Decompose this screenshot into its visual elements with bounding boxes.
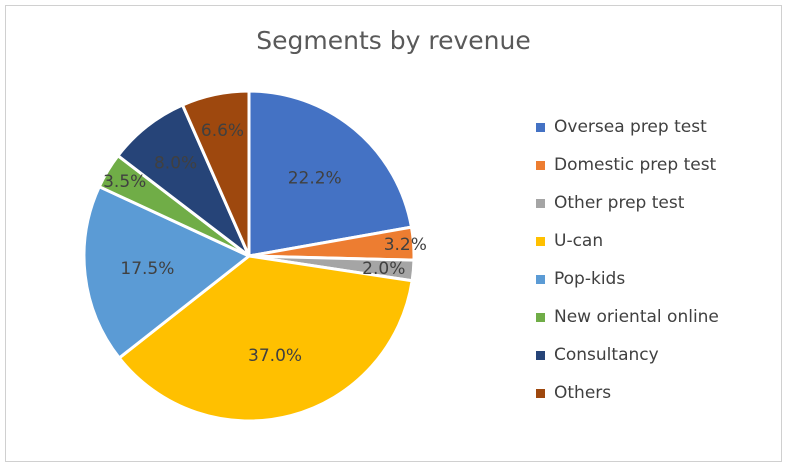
legend-swatch	[536, 274, 545, 284]
legend-item: New oriental online	[536, 298, 719, 336]
pie-slice-others	[180, 89, 251, 257]
chart-title: Segments by revenue	[256, 26, 531, 55]
legend-swatch	[536, 122, 545, 132]
legend-label: New oriental online	[554, 307, 719, 327]
legend-item: U-can	[536, 222, 719, 260]
data-label: 3.2%	[384, 235, 427, 255]
legend-label: Consultancy	[554, 345, 659, 365]
legend-item: Domestic prep test	[536, 146, 719, 184]
legend-label: U-can	[554, 231, 604, 251]
legend-swatch	[536, 350, 545, 360]
legend-item: Consultancy	[536, 336, 719, 374]
data-label: 6.6%	[201, 121, 244, 141]
legend: Oversea prep test Domestic prep test Other…	[536, 108, 719, 412]
legend-swatch	[536, 160, 545, 170]
data-label: 2.0%	[362, 259, 405, 279]
pie-slice-u-can	[117, 254, 414, 423]
legend-label: Other prep test	[554, 193, 685, 213]
legend-label: Pop-kids	[554, 269, 626, 289]
legend-item: Oversea prep test	[536, 108, 719, 146]
pie-slice-pop-kids	[82, 184, 252, 361]
legend-swatch	[536, 198, 545, 208]
legend-label: Oversea prep test	[554, 117, 707, 137]
legend-swatch	[536, 236, 545, 246]
data-label: 37.0%	[248, 346, 302, 366]
pie-slice-oversea-prep-test	[247, 89, 414, 258]
data-label: 17.5%	[120, 259, 174, 279]
legend-label: Domestic prep test	[554, 155, 717, 175]
data-label: 3.5%	[103, 172, 146, 192]
legend-item: Pop-kids	[536, 260, 719, 298]
legend-item: Others	[536, 374, 719, 412]
legend-item: Other prep test	[536, 184, 719, 222]
data-label: 8.0%	[154, 154, 197, 174]
legend-swatch	[536, 388, 545, 398]
legend-swatch	[536, 312, 545, 322]
data-label: 22.2%	[288, 169, 342, 189]
legend-label: Others	[554, 383, 612, 403]
